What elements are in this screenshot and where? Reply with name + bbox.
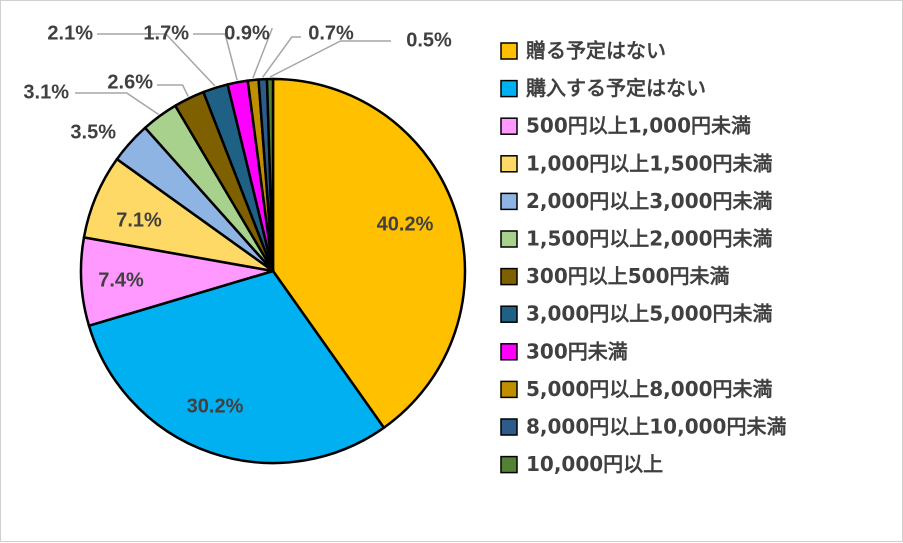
data-label: 0.7%	[308, 22, 354, 44]
legend-swatch	[500, 267, 518, 286]
legend-label: 1,000円以上1,500円未満	[526, 151, 773, 175]
legend-swatch	[500, 117, 518, 135]
pie-slice	[87, 269, 386, 465]
data-label: 2.1%	[47, 22, 93, 44]
data-label: 0.9%	[224, 22, 270, 44]
leader-line	[252, 28, 274, 79]
data-label: 0.5%	[406, 29, 452, 51]
legend-label: 300円未満	[526, 339, 628, 363]
pie-slice	[271, 77, 467, 429]
data-label: 7.1%	[116, 209, 162, 231]
legend-swatch	[500, 230, 518, 248]
leader-line	[193, 33, 238, 81]
legend-label: 2,000円以上3,000円未満	[526, 189, 773, 213]
legend-swatch	[500, 343, 518, 361]
legend-swatch	[500, 305, 518, 323]
legend-label: 10,000円以上	[526, 452, 663, 476]
legend-swatch	[500, 380, 518, 399]
data-label: 1.7%	[143, 22, 189, 44]
legend-swatch	[500, 192, 518, 211]
legend-label: 1,500円以上2,000円未満	[526, 227, 773, 251]
legend-label: 300円以上500円未満	[526, 264, 730, 288]
leader-line	[97, 33, 216, 87]
data-label: 30.2%	[187, 395, 244, 417]
pie-slice	[265, 77, 275, 273]
data-label: 2.6%	[107, 71, 153, 93]
legend-label: 3,000円以上5,000円未満	[526, 302, 773, 326]
legend-label: 購入する予定はない	[526, 76, 706, 100]
legend-swatch	[500, 42, 518, 60]
legend-swatch	[500, 455, 518, 474]
data-label: 40.2%	[377, 213, 434, 235]
data-label: 7.4%	[98, 269, 144, 291]
data-label: 3.1%	[23, 81, 69, 103]
leader-line	[261, 36, 301, 78]
legend-swatch	[500, 155, 518, 173]
leader-line	[75, 92, 159, 116]
legend-swatch	[500, 418, 518, 436]
legend-swatch	[500, 79, 518, 98]
leader-line	[157, 84, 189, 97]
legend-label: 5,000円以上8,000円未満	[526, 377, 773, 401]
data-label: 3.5%	[70, 121, 116, 143]
legend-label: 贈る予定はない	[526, 39, 666, 63]
leader-line	[269, 40, 391, 78]
legend-label: 500円以上1,000円未満	[526, 114, 751, 138]
legend-label: 8,000円以上10,000円未満	[526, 415, 786, 439]
